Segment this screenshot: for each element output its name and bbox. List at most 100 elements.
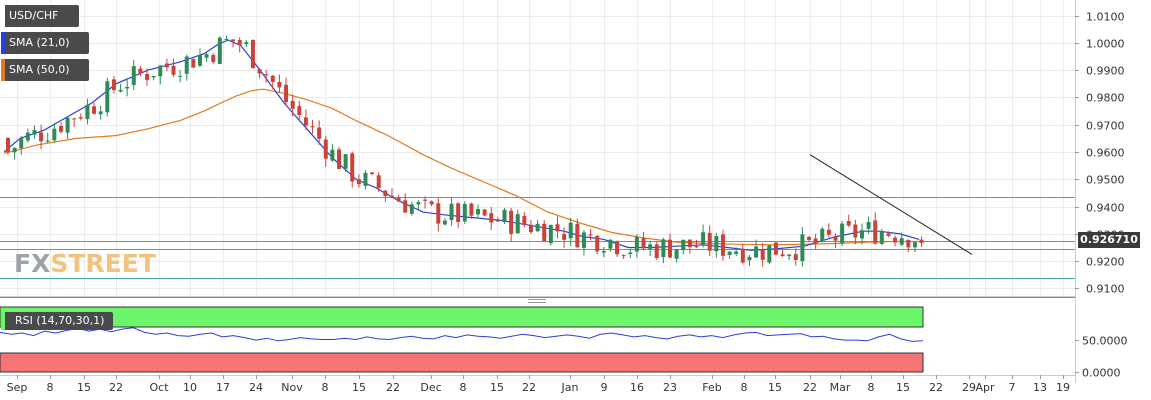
logo-street: STREET [50,249,156,278]
candle-body [396,197,401,202]
time-tick-label: 8 [47,381,54,394]
candle-body [217,37,222,64]
candle-body [277,82,282,88]
candle-body [707,232,712,251]
candle-body [740,248,745,263]
candle-body [264,74,269,76]
candle-body [145,74,150,80]
price-tick-label: 1.0000 [1086,38,1125,51]
price-tick-label: 0.9800 [1086,92,1125,105]
candle-body [92,106,97,114]
candle-body [423,199,428,201]
candle-body [204,54,209,58]
rsi-swatch [1,312,5,330]
time-tick-label: Sep [7,381,28,394]
main-grid [0,0,1075,296]
candle-body [575,223,580,248]
time-tick-label: Jan [561,381,579,394]
time-axis: Sep 8 15 22 Oct 10 17 24 Nov 8 15 22 Dec 8 15 22 Jan 9 16 2… [7,375,1070,394]
candle-body [621,255,626,257]
candle-body [449,203,454,220]
time-tick-label: Oct [149,381,169,394]
candle-body [244,42,249,45]
candle-body [383,190,388,196]
candle-body [39,132,44,142]
candle-body [535,223,540,232]
candle-body [628,252,633,254]
price-tick-label: 0.9700 [1086,120,1125,133]
candle-body [581,232,586,248]
time-tick-label: Apr [975,381,995,394]
candle-body [482,209,487,216]
price-tick-label: 0.9400 [1086,202,1125,215]
candle-body [515,214,520,234]
time-tick-label: 15 [490,381,504,394]
time-tick-label: 22 [386,381,400,394]
trendline-path [809,154,973,255]
sma50-swatch [1,59,5,81]
legend-sma21[interactable]: SMA (21,0) [1,32,89,54]
rsi-tick-label: 50.0000 [1082,335,1128,348]
candle-body [118,89,123,92]
candle-body [886,233,891,236]
candle-body [846,221,851,226]
candle-body [197,55,202,66]
candle-body [840,223,845,244]
candle-body [760,249,765,260]
sma50-line [3,88,920,246]
candle-body [568,222,573,239]
legend-sma50[interactable]: SMA (50,0) [1,59,89,81]
logo-fx: FX [14,249,51,278]
candle-body [409,204,414,214]
time-tick-label: 23 [663,381,677,394]
time-tick-label: 19 [1056,381,1070,394]
candle-body [899,238,904,245]
candle-body [52,128,57,141]
candle-body [919,239,924,243]
time-tick-label: Nov [281,381,303,394]
trendline [809,154,973,255]
candle-body [231,39,236,42]
candle-body [257,69,262,74]
price-tick-label: 0.9900 [1086,65,1125,78]
pane-resize-handle[interactable] [528,299,546,303]
candle-body [376,175,381,188]
legend-symbol[interactable]: USD/CHF [1,5,79,27]
candle-body [158,65,163,77]
candle-body [456,203,461,222]
candle-body [469,203,474,216]
candle-body [78,117,83,119]
time-tick-label: 22 [929,381,943,394]
candle-body [125,86,130,89]
time-tick-label: 15 [768,381,782,394]
symbol-swatch [1,5,5,27]
candle-body [429,201,434,205]
candle-body [178,75,183,77]
candle-body [85,104,90,120]
time-tick-label: 8 [868,381,875,394]
candle-body [171,65,176,75]
candle-body [661,239,666,258]
time-tick-label: 13 [1033,381,1047,394]
candle-body [509,210,514,234]
candle-body [330,149,335,161]
price-tick-label: 0.9600 [1086,147,1125,160]
legend-rsi[interactable]: RSI (14,70,30,1) [1,312,113,330]
candle-body [389,195,394,197]
time-tick-label: 15 [352,381,366,394]
candle-body [879,232,884,244]
time-tick-label: 7 [1009,381,1016,394]
legend-sma50-label: SMA (50,0) [9,63,70,76]
candle-body [562,234,567,240]
candle-body [793,254,798,260]
candle-body [323,139,328,159]
candle-body [356,179,361,185]
candle-body [350,153,355,182]
candle-body [588,234,593,236]
candle-body [191,59,196,68]
candle-body [442,220,447,225]
candle-body [608,239,613,249]
candle-body [873,220,878,244]
candle-body [859,230,864,239]
